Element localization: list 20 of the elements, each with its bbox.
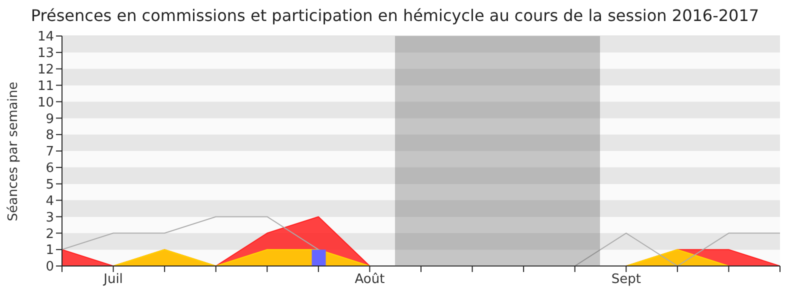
y-tick-label: 6 xyxy=(46,161,54,176)
x-tick-label: Sept xyxy=(611,272,641,288)
y-tick-label: 3 xyxy=(46,210,54,226)
x-tick-label: Juil xyxy=(102,272,123,288)
y-tick-label: 11 xyxy=(37,78,54,94)
y-tick-label: 13 xyxy=(37,46,54,62)
y-tick-label: 1 xyxy=(46,243,54,258)
y-tick-label: 9 xyxy=(46,112,54,127)
y-tick-label: 10 xyxy=(37,95,54,110)
y-tick-label: 12 xyxy=(37,62,54,78)
y-tick-label: 7 xyxy=(46,144,54,160)
y-tick-label: 4 xyxy=(46,194,54,209)
chart-title: Présences en commissions et participation en hémicycle au cours de la session 2016-2017 xyxy=(30,6,760,25)
y-tick-label: 0 xyxy=(46,260,54,275)
y-tick-label: 2 xyxy=(46,226,54,242)
y-tick-label: 8 xyxy=(46,128,54,144)
y-tick-label: 5 xyxy=(46,177,54,192)
x-tick-label: Août xyxy=(354,272,385,288)
y-tick-label: 14 xyxy=(37,30,54,45)
y-axis-title: Séances par semaine xyxy=(6,81,22,221)
